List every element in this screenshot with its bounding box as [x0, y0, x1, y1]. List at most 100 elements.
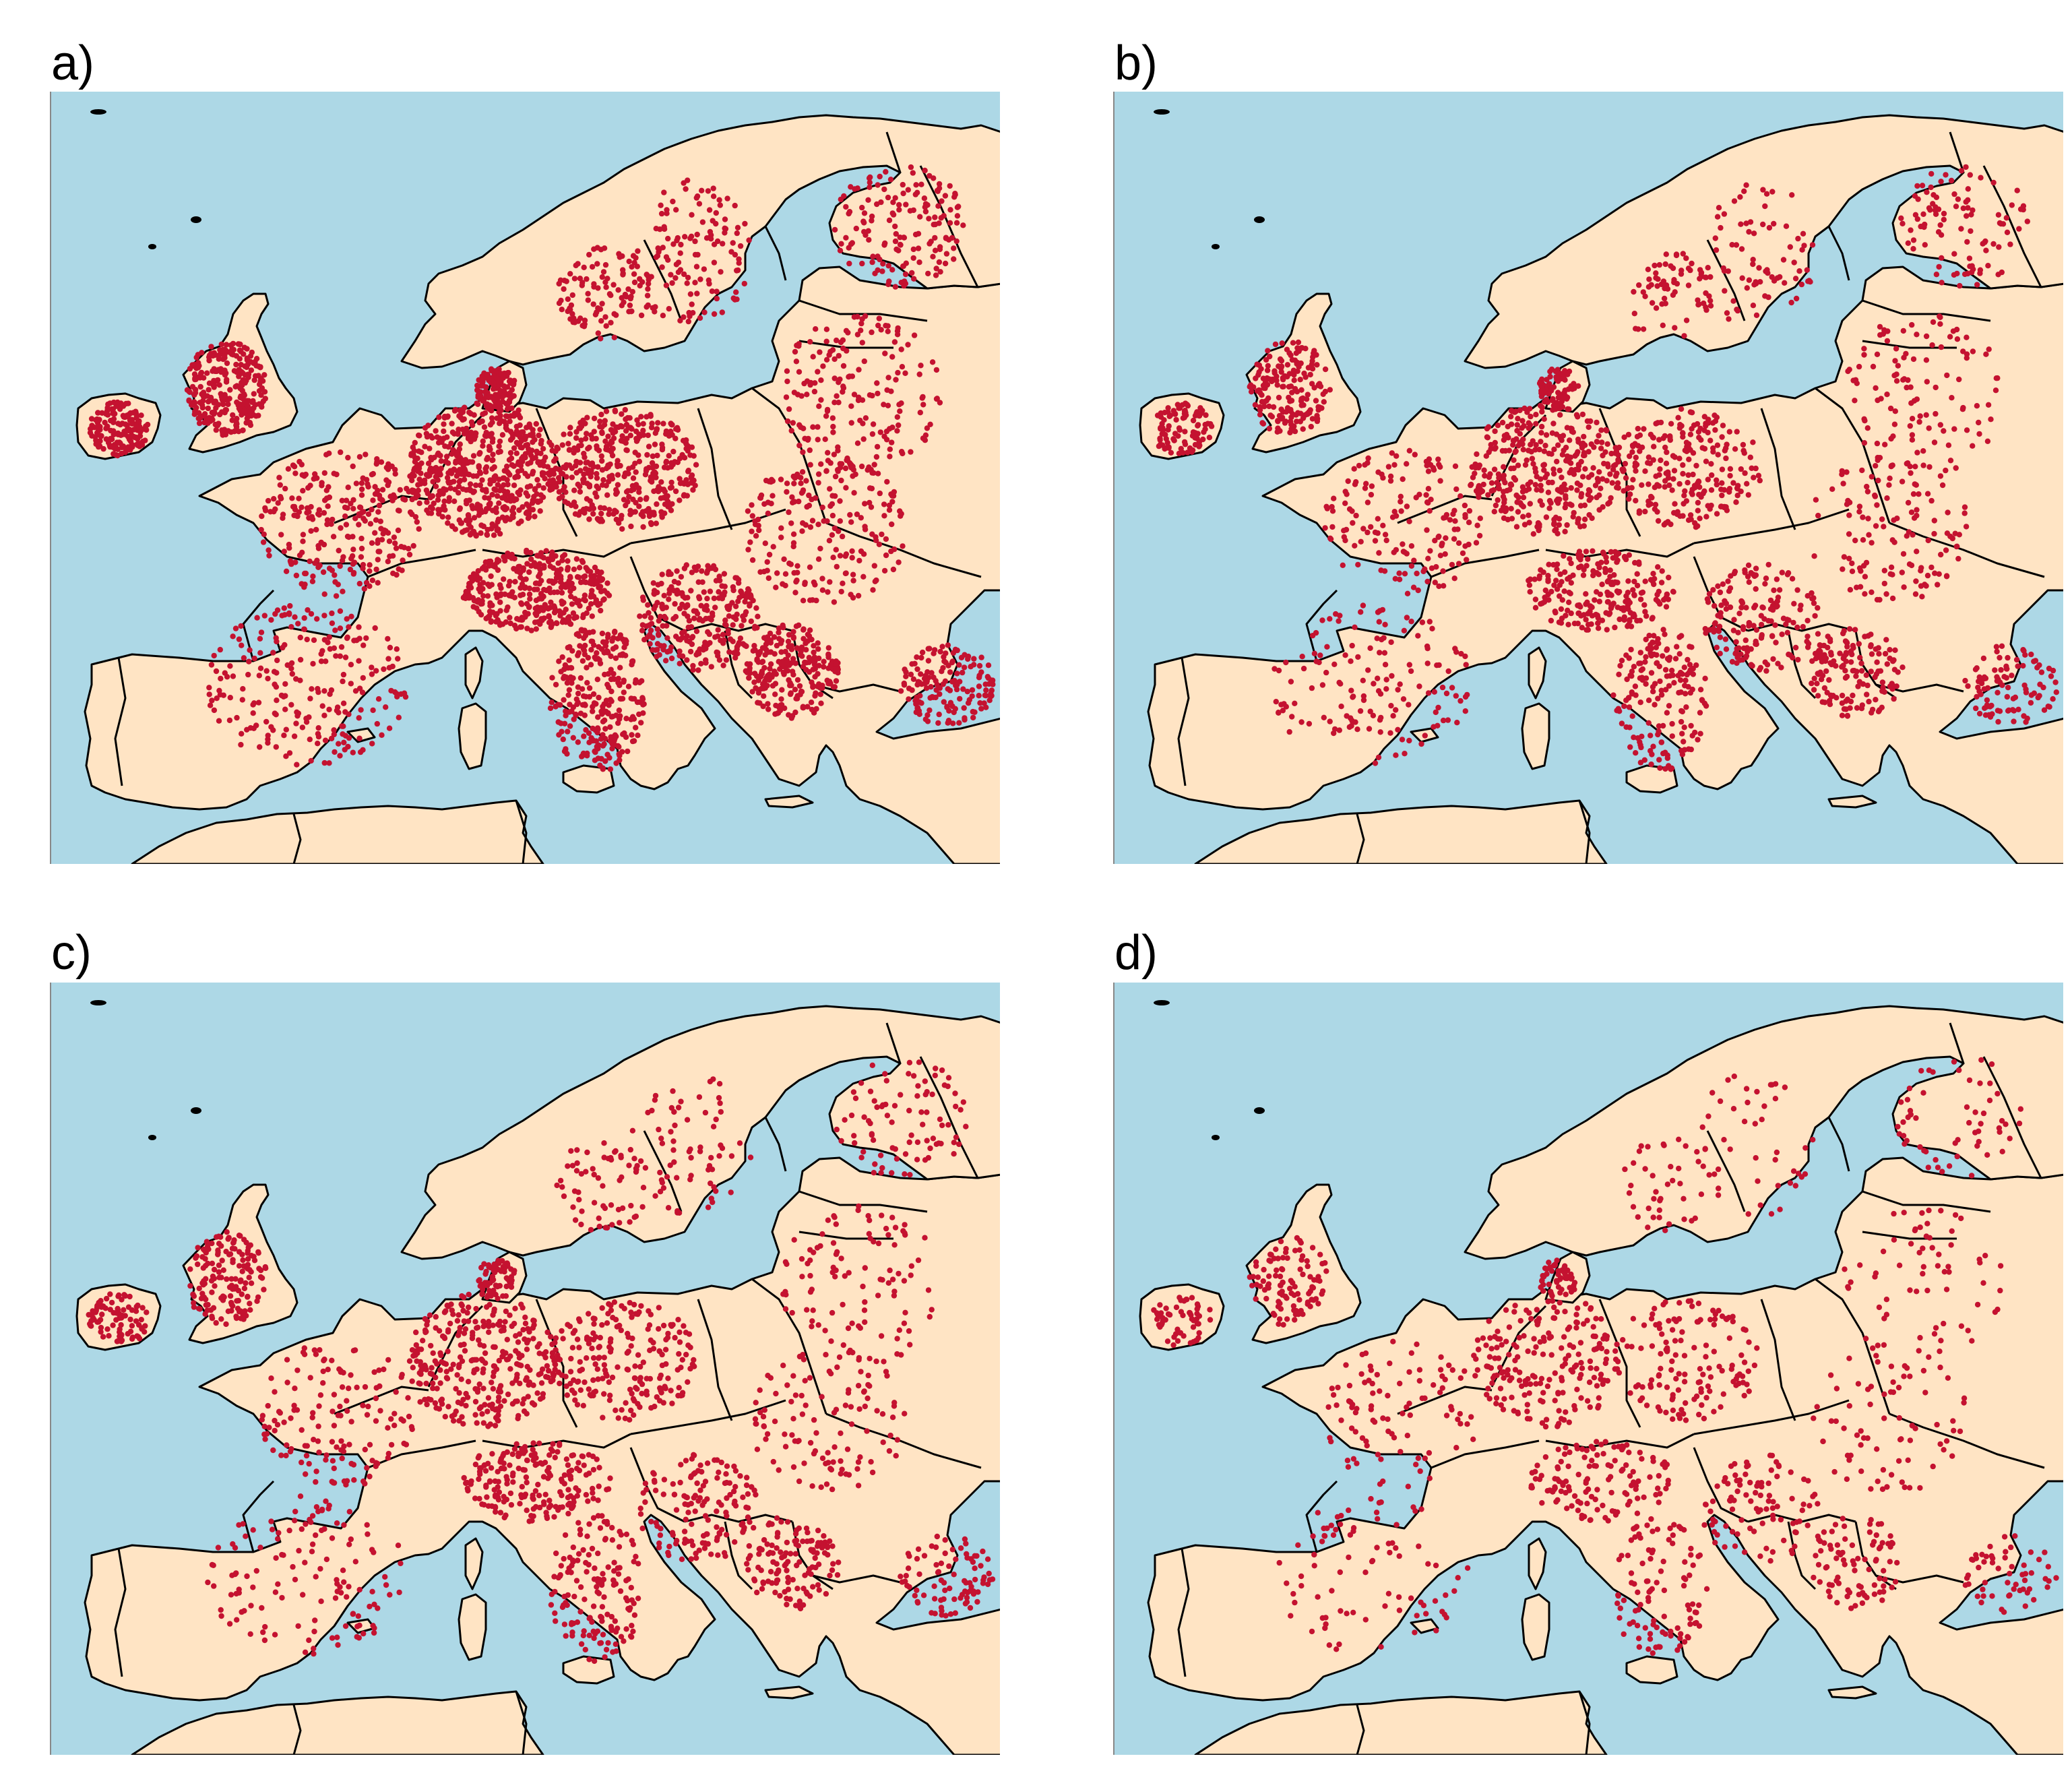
- island: [1212, 244, 1220, 249]
- station-point: [348, 613, 354, 619]
- station-point: [661, 592, 667, 598]
- station-point: [505, 582, 512, 589]
- station-point: [885, 194, 891, 201]
- station-point: [342, 504, 348, 511]
- station-point: [424, 499, 430, 505]
- station-point: [1402, 571, 1408, 577]
- station-point: [204, 370, 210, 376]
- station-point: [643, 623, 650, 629]
- station-point: [1481, 467, 1487, 473]
- station-point: [947, 700, 954, 706]
- station-point: [794, 645, 800, 651]
- station-point: [129, 441, 135, 448]
- station-point: [722, 621, 728, 627]
- station-point: [1275, 418, 1281, 424]
- station-point: [1295, 339, 1302, 346]
- station-point: [1515, 416, 1521, 422]
- station-point: [683, 437, 689, 443]
- country-border: [1760, 408, 1796, 530]
- station-point: [646, 276, 652, 283]
- station-point: [482, 559, 489, 565]
- station-point: [429, 505, 435, 511]
- station-point: [429, 435, 435, 441]
- station-point: [672, 600, 678, 607]
- station-point: [305, 485, 311, 491]
- station-point: [765, 499, 772, 505]
- station-point: [677, 605, 683, 612]
- station-point: [623, 440, 629, 446]
- station-point: [927, 173, 933, 179]
- station-point: [466, 521, 472, 527]
- station-point: [602, 758, 608, 764]
- station-point: [908, 671, 914, 677]
- station-point: [856, 557, 862, 564]
- station-point: [692, 280, 698, 286]
- station-point: [673, 261, 680, 268]
- country-border: [1578, 800, 1591, 864]
- station-point: [790, 540, 797, 546]
- station-point: [837, 553, 844, 559]
- station-point: [575, 650, 582, 656]
- station-point: [453, 460, 459, 466]
- station-point: [1581, 433, 1587, 440]
- station-point: [1337, 613, 1343, 619]
- station-point: [882, 350, 888, 356]
- station-point: [799, 653, 805, 659]
- station-point: [1367, 645, 1373, 651]
- station-point: [307, 695, 313, 702]
- station-point: [510, 514, 516, 520]
- station-point: [881, 513, 887, 519]
- station-point: [643, 495, 650, 501]
- station-point: [338, 525, 344, 531]
- station-point: [663, 459, 669, 466]
- station-point: [1408, 563, 1415, 569]
- station-point: [1342, 500, 1348, 506]
- station-point: [1288, 383, 1294, 390]
- station-point: [740, 613, 746, 619]
- station-point: [240, 686, 246, 692]
- station-point: [1388, 703, 1394, 709]
- station-point: [862, 313, 869, 319]
- station-point: [205, 405, 211, 412]
- station-point: [326, 565, 333, 571]
- station-point: [599, 467, 606, 473]
- station-point: [115, 452, 121, 459]
- station-point: [801, 380, 807, 387]
- station-point: [1406, 737, 1412, 744]
- station-point: [540, 594, 546, 600]
- station-point: [190, 402, 196, 408]
- station-point: [925, 270, 931, 277]
- station-point: [1464, 691, 1470, 698]
- station-point: [1353, 479, 1359, 485]
- station-point: [874, 380, 880, 386]
- station-point: [1396, 576, 1403, 582]
- station-point: [212, 421, 218, 428]
- station-point: [557, 608, 563, 614]
- station-point: [595, 464, 601, 470]
- station-point: [370, 497, 376, 503]
- station-point: [827, 486, 833, 492]
- station-point: [505, 481, 511, 488]
- station-point: [1349, 508, 1355, 514]
- station-point: [600, 765, 606, 771]
- station-point: [463, 498, 470, 504]
- station-point: [650, 453, 656, 460]
- station-point: [337, 653, 343, 659]
- station-point: [897, 408, 903, 414]
- station-point: [313, 526, 319, 533]
- station-point: [947, 183, 953, 189]
- station-point: [640, 427, 646, 433]
- station-point: [919, 649, 926, 656]
- station-point: [648, 615, 654, 621]
- station-point: [310, 573, 316, 580]
- station-point: [1372, 760, 1379, 766]
- station-point: [513, 625, 520, 632]
- station-point: [1538, 487, 1544, 493]
- station-point: [1404, 615, 1410, 621]
- station-point: [1474, 522, 1480, 528]
- station-point: [484, 371, 491, 377]
- station-point: [1355, 654, 1361, 660]
- station-point: [734, 268, 740, 274]
- station-point: [733, 289, 739, 295]
- station-point: [631, 716, 637, 722]
